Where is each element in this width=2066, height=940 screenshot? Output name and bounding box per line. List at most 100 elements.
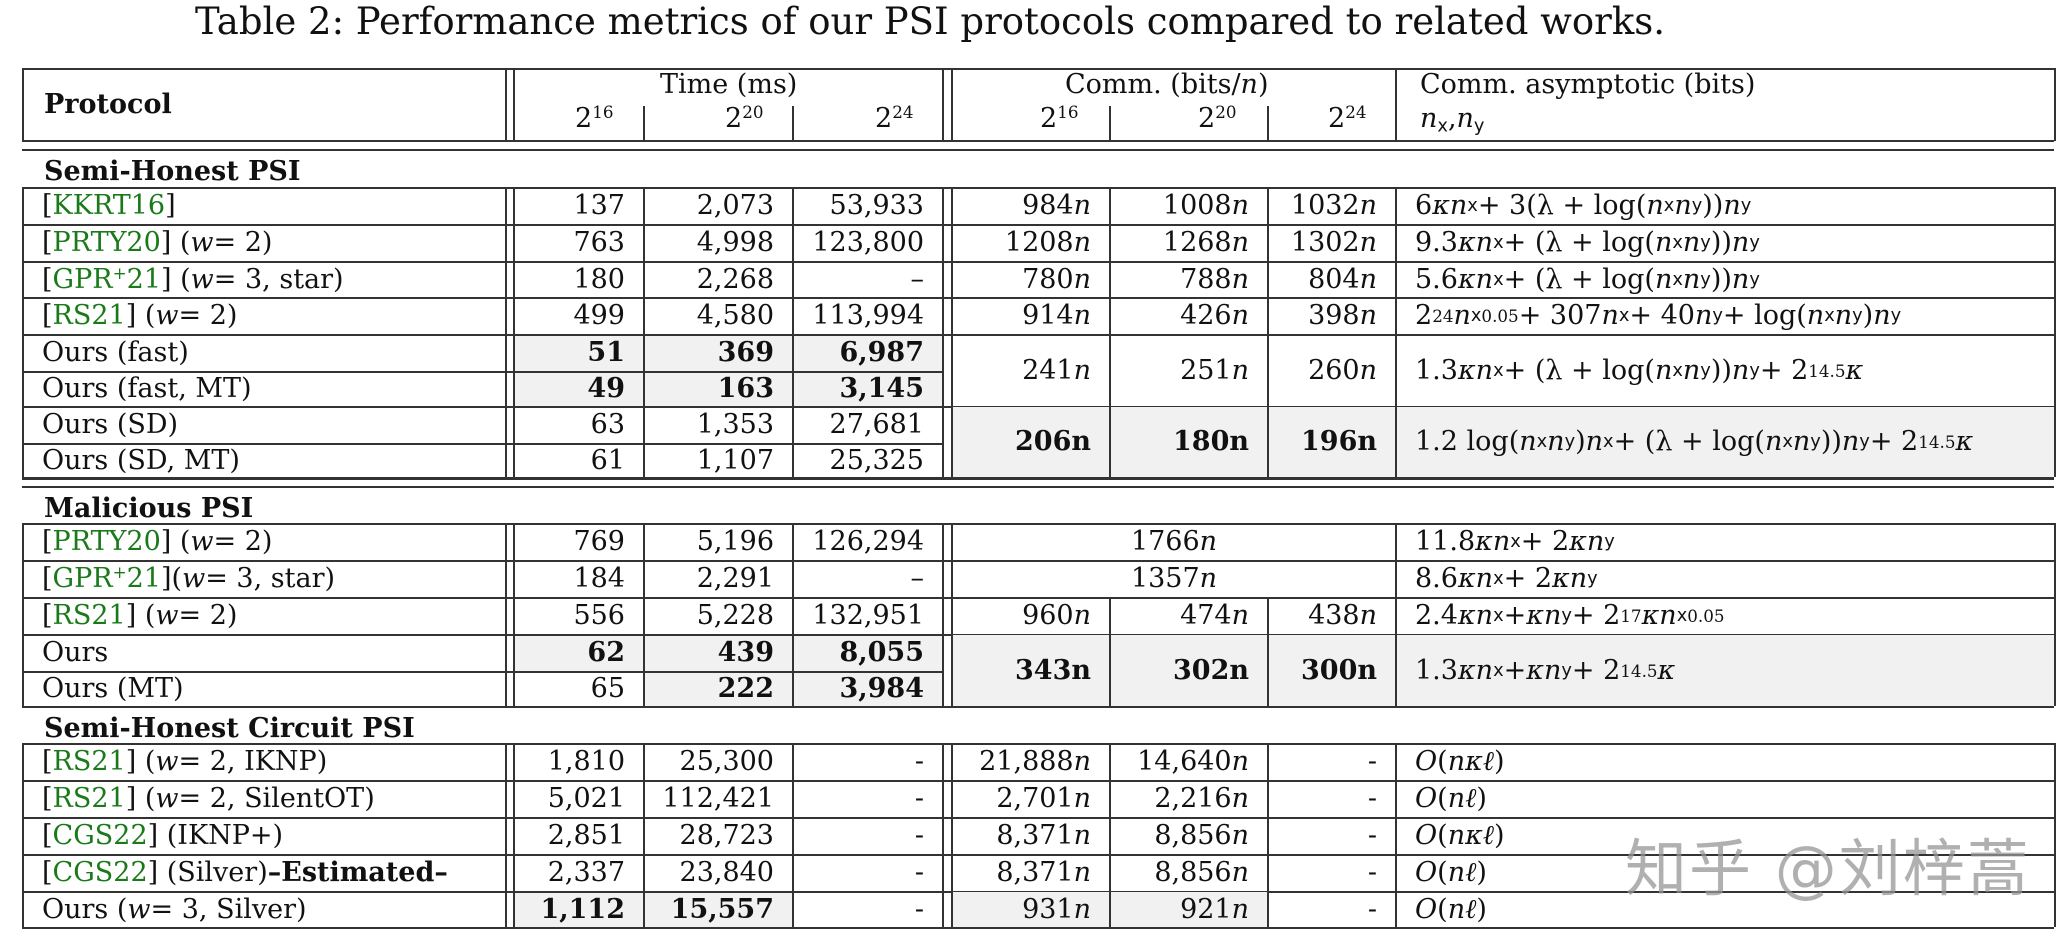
time-cell: 113,994	[812, 300, 924, 331]
header-subcol-rule	[643, 106, 645, 141]
section-heading: Semi-Honest Circuit PSI	[44, 713, 415, 744]
col-rule	[1109, 854, 1111, 891]
time-cell: 25,300	[679, 746, 774, 777]
header-time-2-24: 224	[875, 101, 914, 134]
col-rule	[1109, 780, 1111, 817]
col-rule	[942, 743, 944, 927]
comm-cell: 8,856 n	[1154, 857, 1249, 888]
header-time-2-16: 216	[575, 101, 614, 134]
protocol-cell: [PRTY20] (w = 2)	[42, 526, 273, 557]
row-rule	[22, 780, 942, 782]
comm-cell: 206n	[953, 407, 1109, 477]
row-rule	[22, 891, 942, 893]
comm-cell: 780 n	[1022, 263, 1091, 295]
header-asym-group: Comm. asymptotic (bits)	[1420, 69, 1756, 100]
asymptotic-cell: O(n κ ℓ)	[1415, 820, 1505, 851]
protocol-cell: [RS21] (w = 2)	[42, 600, 238, 631]
row-rule	[942, 261, 2054, 263]
protocol-cell: [RS21] (w = 2, IKNP)	[42, 746, 328, 777]
protocol-cell: [GPR+21](w = 3, star)	[42, 561, 336, 594]
protocol-cell: Ours (fast, MT)	[42, 373, 252, 404]
col-rule	[1109, 406, 1111, 477]
col-rule	[643, 743, 645, 927]
comm-cell: 196n	[1269, 407, 1395, 477]
protocol-cell: Ours (fast)	[42, 337, 189, 368]
time-cell: –	[910, 263, 925, 295]
time-cell: 2,851	[547, 820, 625, 851]
asymptotic-cell: 1.2 log(n x n y) n x + (λ + log(n x n y)) n y + …	[1397, 407, 2054, 477]
time-cell: 184	[573, 563, 625, 594]
comm-cell: 960 n	[1022, 600, 1091, 631]
col-rule	[1267, 597, 1269, 634]
comm-cell-merged: 1766 n	[1130, 526, 1218, 557]
comm-cell: 8,371 n	[996, 857, 1091, 888]
time-cell: 132,951	[812, 600, 924, 631]
comm-cell: 788 n	[1180, 263, 1249, 295]
protocol-cell: Ours (SD, MT)	[42, 444, 240, 476]
asymptotic-cell: O(n ℓ)	[1415, 783, 1487, 814]
comm-cell: 1208 n	[1004, 227, 1091, 258]
col-rule	[1267, 224, 1269, 261]
header-col-rule	[513, 68, 515, 141]
section-heading: Malicious PSI	[44, 493, 254, 524]
row-rule	[22, 224, 942, 226]
section-top-rule	[22, 743, 2054, 745]
comm-cell: 241 n	[1022, 354, 1091, 386]
comm-cell: -	[1367, 857, 1377, 888]
col-rule	[951, 523, 953, 706]
section-rule	[22, 478, 2054, 480]
time-cell: 123,800	[812, 227, 924, 258]
protocol-cell: Ours (SD)	[42, 409, 179, 440]
asymptotic-cell: 1.3 κ n x + (λ + log(n x n y)) n y + 2 14.5 κ	[1415, 354, 1864, 386]
row-rule	[22, 443, 942, 445]
protocol-cell: Ours (MT)	[42, 673, 184, 704]
time-cell: 3,145	[794, 372, 942, 406]
col-rule	[1395, 523, 1397, 706]
row-rule	[942, 560, 2054, 562]
time-cell: 2,073	[696, 190, 774, 221]
time-cell: 180	[573, 263, 625, 295]
row-rule	[22, 261, 942, 263]
section-rule	[22, 486, 2054, 488]
comm-cell-merged: 1357 n	[1130, 563, 1218, 594]
comm-cell: 8,371 n	[996, 820, 1091, 851]
header-protocol: Protocol	[44, 89, 172, 120]
time-cell: 2,291	[696, 563, 774, 594]
header-subcol-rule	[792, 106, 794, 141]
col-rule	[1109, 597, 1111, 634]
header-col-rule	[505, 68, 507, 141]
section-heading: Semi-Honest PSI	[44, 156, 301, 187]
comm-cell: 302n	[1111, 635, 1267, 706]
section-bottom-rule	[22, 927, 2054, 929]
col-rule	[1395, 743, 1397, 927]
time-cell: 769	[573, 526, 625, 557]
col-rule	[1109, 634, 1111, 706]
time-cell: 763	[573, 227, 625, 258]
time-cell: -	[914, 746, 924, 777]
comm-cell: 8,856 n	[1154, 820, 1249, 851]
time-cell: 4,998	[696, 227, 774, 258]
comm-cell: -	[1367, 746, 1377, 777]
col-rule	[1109, 261, 1111, 297]
row-rule	[22, 297, 942, 299]
col-rule	[1267, 634, 1269, 706]
comm-cell: 931 n	[953, 892, 1109, 927]
row-rule	[942, 780, 2054, 782]
time-cell: 5,228	[696, 600, 774, 631]
comm-cell: 914 n	[1022, 300, 1091, 331]
time-cell: 25,325	[829, 444, 924, 476]
comm-cell: 260 n	[1308, 354, 1377, 386]
time-cell: 5,196	[696, 526, 774, 557]
asymptotic-cell: 5.6 κ n x + (λ + log(n x n y)) n y	[1415, 263, 1760, 295]
header-col-rule	[1395, 68, 1397, 141]
protocol-cell: [KKRT16]	[42, 190, 176, 221]
comm-cell: 804 n	[1308, 263, 1377, 295]
row-rule	[22, 854, 942, 856]
section-bottom-rule	[22, 477, 2054, 479]
comm-cell: -	[1367, 893, 1377, 925]
comm-cell: 21,888 n	[979, 746, 1091, 777]
col-rule	[1109, 297, 1111, 334]
asymptotic-cell: 9.3 κ n x + (λ + log(n x n y)) n y	[1415, 227, 1760, 258]
